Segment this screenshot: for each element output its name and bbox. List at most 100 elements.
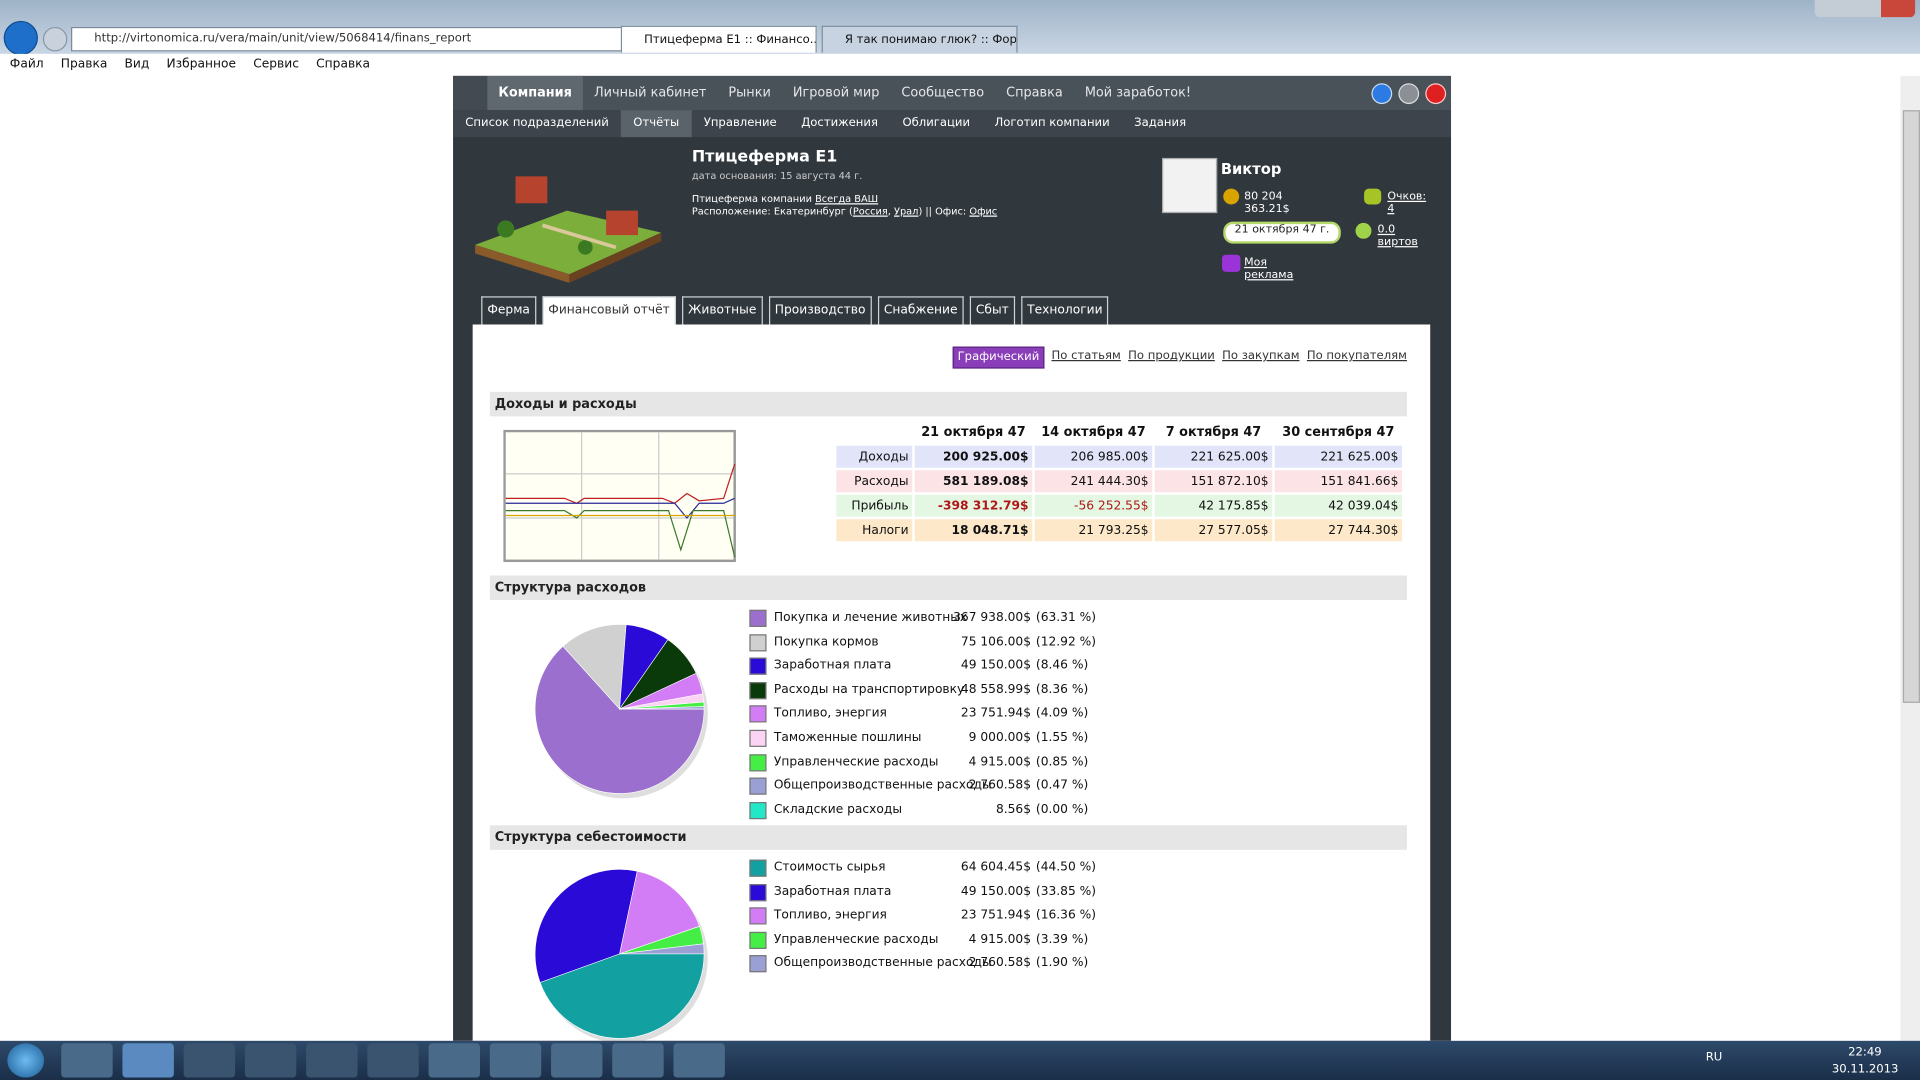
row-label: Расходы xyxy=(836,470,913,493)
pie-slice xyxy=(619,870,700,955)
sub-nav-item[interactable]: Отчёты xyxy=(621,110,692,138)
legend-row: Общепроизводственные расходы 2 760.58$ (0.… xyxy=(749,777,1116,800)
nav-item[interactable]: Мой заработок! xyxy=(1084,85,1192,101)
building xyxy=(515,176,548,204)
legend-amount: 23 751.94$ xyxy=(960,707,1032,721)
language[interactable]: RU xyxy=(1705,1050,1723,1065)
menu-item[interactable]: Избранное xyxy=(166,57,237,72)
row-label: Прибыль xyxy=(836,494,913,517)
start-button[interactable] xyxy=(7,1043,45,1078)
menu-item[interactable]: Вид xyxy=(124,57,150,72)
home-icon[interactable] xyxy=(453,75,488,111)
pie-slice xyxy=(619,706,705,710)
cell: 221 625.00$ xyxy=(1154,445,1273,468)
thumb-frame xyxy=(503,429,736,563)
cell: 151 841.66$ xyxy=(1274,470,1403,493)
app-icon[interactable] xyxy=(612,1043,664,1078)
legend-percent: (16.36 %) xyxy=(1035,908,1097,923)
text: , xyxy=(887,205,894,217)
pie-slice xyxy=(562,624,627,710)
forward-button[interactable] xyxy=(42,26,68,52)
sub-nav-item[interactable]: Логотип компании xyxy=(994,116,1110,130)
unit-tab[interactable]: Снабжение xyxy=(877,296,964,325)
menu-item[interactable]: Правка xyxy=(60,57,108,72)
link[interactable]: Офис xyxy=(969,205,998,217)
unit-tab[interactable]: Производство xyxy=(768,296,872,325)
menu-item[interactable]: Справка xyxy=(316,57,371,72)
sub-nav-item[interactable]: Облигации xyxy=(902,116,971,130)
cell: 241 444.30$ xyxy=(1034,470,1153,493)
unit-tab[interactable]: Ферма xyxy=(481,296,537,325)
unit-tab[interactable]: Технологии xyxy=(1021,296,1109,325)
browser-tab[interactable]: Птицеферма E1 :: Финансо... xyxy=(620,25,817,53)
app-icon[interactable] xyxy=(306,1043,358,1078)
view-link[interactable]: По статьям xyxy=(1051,348,1121,363)
menu-item[interactable]: Сервис xyxy=(253,57,299,72)
unit-tabs: Ферма Финансовый отчёт Животные Производств… xyxy=(481,296,1109,325)
nav-item[interactable]: Справка xyxy=(1006,85,1063,101)
app-icon[interactable] xyxy=(489,1043,542,1078)
nav-item[interactable]: Игровой мир xyxy=(792,85,880,101)
app-icon[interactable] xyxy=(244,1043,297,1078)
app-icon[interactable] xyxy=(428,1043,480,1078)
legend-name: Управленческие расходы xyxy=(773,932,939,947)
corner xyxy=(836,421,912,443)
mail-icon[interactable] xyxy=(1398,83,1420,105)
view-link[interactable]: По покупателям xyxy=(1306,348,1407,363)
view-link[interactable]: Графический xyxy=(952,346,1045,369)
tree xyxy=(577,240,593,255)
ads[interactable]: Моя реклама xyxy=(1244,257,1294,282)
legend-name: Покупка и лечение животных xyxy=(773,611,968,625)
app-icon[interactable] xyxy=(183,1043,236,1078)
sub-nav-item[interactable]: Управление xyxy=(703,116,777,130)
nav-item[interactable]: Компания xyxy=(487,75,583,111)
scroll-thumb[interactable] xyxy=(1902,110,1920,703)
view-link[interactable]: По закупкам xyxy=(1222,348,1300,363)
sub-nav-item[interactable]: Достижения xyxy=(801,116,878,130)
legend-amount: 49 150.00$ xyxy=(960,884,1032,899)
legend-amount: 64 604.45$ xyxy=(960,860,1032,875)
unit-tab[interactable]: Финансовый отчёт xyxy=(542,296,676,325)
legend-name: Топливо, энергия xyxy=(773,908,887,923)
help-icon[interactable] xyxy=(1371,83,1393,105)
points[interactable]: Очков: 4 xyxy=(1387,191,1427,216)
nav-item[interactable]: Сообщество xyxy=(901,85,985,101)
section-title: Структура себестоимости xyxy=(489,825,1407,850)
app-icon[interactable] xyxy=(61,1043,113,1078)
cell: 21 793.25$ xyxy=(1034,519,1153,542)
nav-item[interactable]: Личный кабинет xyxy=(593,85,707,101)
view-link[interactable]: По продукции xyxy=(1128,348,1215,363)
unit-tab[interactable]: Сбыт xyxy=(969,296,1015,325)
main-nav: Компания Личный кабинет Рынки Игровой мир Со… xyxy=(453,75,1452,111)
app-icon[interactable] xyxy=(367,1043,419,1078)
browser-tab[interactable]: Я так понимаю глюк? :: Фору... xyxy=(821,25,1018,53)
ground-side xyxy=(475,244,570,283)
link[interactable]: Урал xyxy=(893,205,919,217)
sub-nav: Список подразделений Отчёты Управление Дост… xyxy=(453,110,1452,138)
app-icon[interactable] xyxy=(673,1043,725,1078)
address-bar[interactable]: http://virtonomica.ru/vera/main/unit/vie… xyxy=(71,26,635,52)
legend-name: Общепроизводственные расходы xyxy=(773,956,992,971)
sub-nav-item[interactable]: Задания xyxy=(1134,116,1187,130)
legend-percent: (1.90 %) xyxy=(1035,956,1089,971)
link[interactable]: Россия xyxy=(852,205,888,217)
sub-nav-item[interactable]: Список подразделений xyxy=(465,116,609,130)
legend-percent: (8.46 %) xyxy=(1035,659,1089,673)
back-button[interactable] xyxy=(3,20,38,56)
legend-row: Таможенные пошлины 9 000.00$ (1.55 %) xyxy=(749,729,1116,752)
legend-name: Топливо, энергия xyxy=(773,707,887,721)
logout-icon[interactable] xyxy=(1425,83,1447,105)
cell: 27 744.30$ xyxy=(1274,519,1403,542)
nav-item[interactable]: Рынки xyxy=(728,85,771,101)
virts[interactable]: 0.0 виртов xyxy=(1377,224,1418,249)
text: ) || Офис: xyxy=(918,205,970,217)
link[interactable]: Всегда ВАШ xyxy=(815,193,879,205)
thumb-line xyxy=(505,463,736,504)
app-icon[interactable] xyxy=(551,1043,603,1078)
app-icon[interactable] xyxy=(122,1043,174,1078)
avatar xyxy=(1162,157,1218,214)
unit-tab[interactable]: Животные xyxy=(682,296,763,325)
section-title: Структура расходов xyxy=(489,575,1407,600)
menu-item[interactable]: Файл xyxy=(9,57,44,72)
